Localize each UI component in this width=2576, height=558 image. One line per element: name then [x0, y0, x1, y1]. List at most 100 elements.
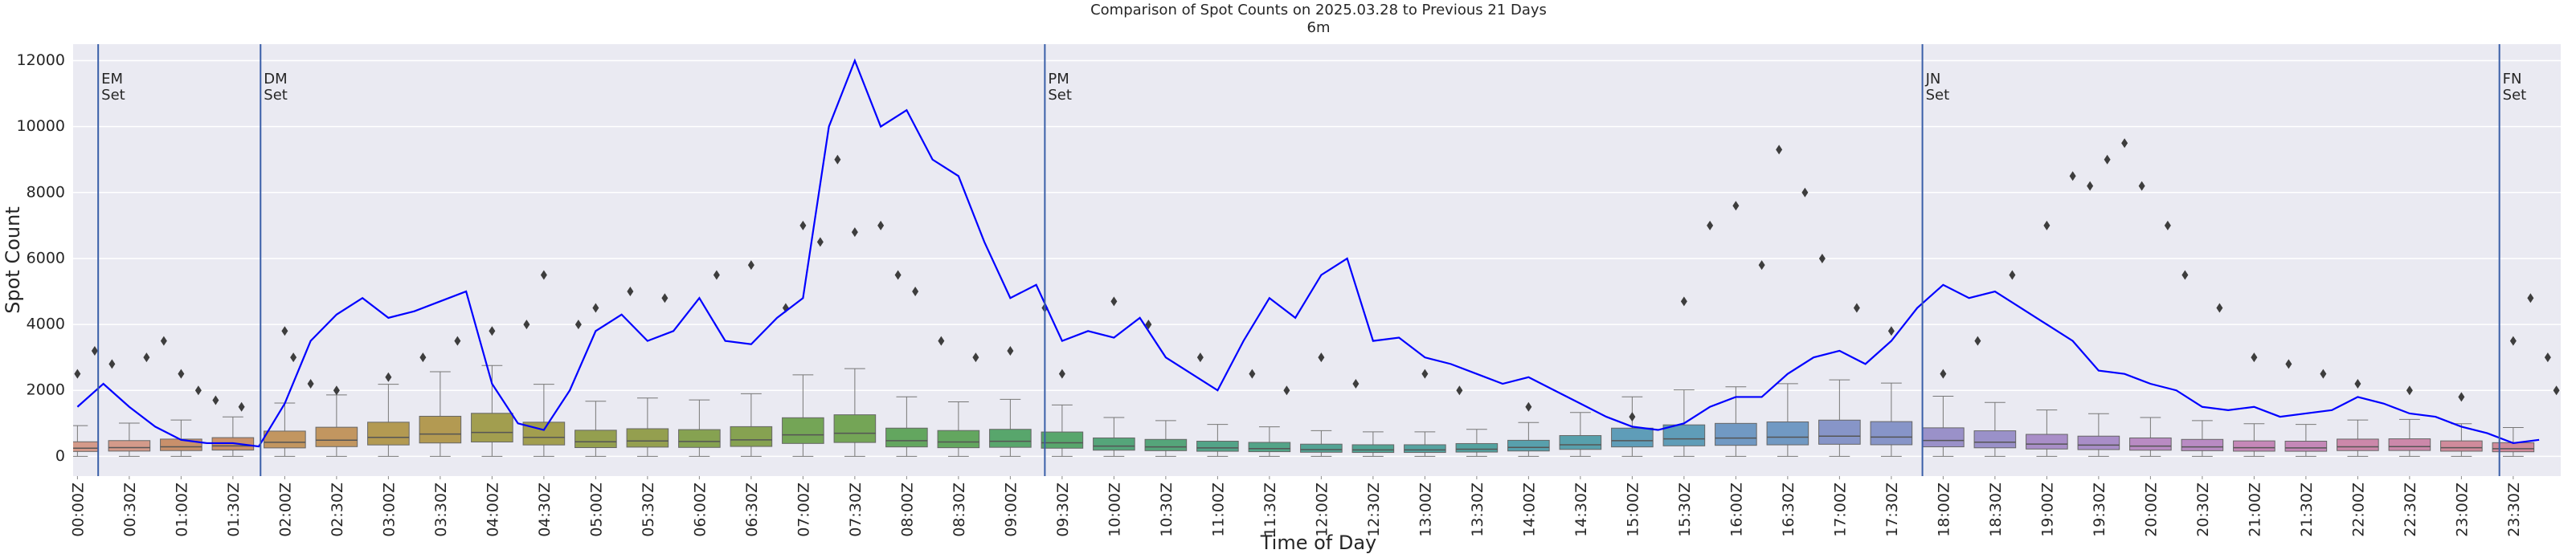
outlier	[160, 336, 167, 346]
box	[1455, 442, 1499, 453]
outlier	[454, 336, 461, 346]
outlier	[938, 336, 945, 346]
outlier	[238, 401, 245, 412]
outlier	[1525, 401, 1532, 412]
x-tick-label: 19:00Z	[2038, 483, 2056, 537]
plot-area	[73, 44, 2561, 476]
x-tick-label: 20:30Z	[2194, 483, 2212, 537]
outlier	[851, 227, 858, 238]
box	[1144, 438, 1188, 451]
outlier	[574, 320, 582, 330]
outlier	[1145, 320, 1152, 330]
box	[626, 428, 669, 448]
outlier	[972, 352, 979, 363]
outlier	[1732, 201, 1740, 211]
event-label: Set	[1926, 87, 1950, 104]
box	[574, 430, 617, 449]
outlier	[1818, 253, 1826, 263]
x-tick-label: 11:30Z	[1261, 483, 1279, 537]
outlier	[385, 372, 392, 382]
outlier	[1058, 369, 1065, 379]
x-tick-label: 18:00Z	[1935, 483, 1952, 537]
outlier	[1940, 369, 1947, 379]
outlier	[2544, 352, 2551, 363]
x-tick-label: 05:00Z	[587, 483, 605, 537]
outlier	[2009, 270, 2016, 280]
box	[2284, 441, 2328, 452]
x-tick-label: 09:30Z	[1054, 483, 1072, 537]
outlier	[2354, 379, 2361, 389]
outlier	[2320, 369, 2327, 379]
y-tick-label: 4000	[27, 316, 65, 333]
outlier	[912, 287, 919, 297]
outlier	[333, 385, 340, 396]
y-tick-label: 12000	[17, 51, 65, 69]
box	[1922, 427, 1965, 448]
event-label: PM	[1048, 71, 1069, 88]
outlier	[2406, 385, 2413, 396]
outlier	[194, 385, 202, 396]
outlier	[799, 220, 807, 230]
x-tick-label: 15:00Z	[1624, 483, 1642, 537]
outlier	[2069, 171, 2076, 181]
x-tick-label: 16:30Z	[1780, 483, 1797, 537]
x-tick-label: 04:00Z	[484, 483, 501, 537]
x-tick-label: 05:30Z	[640, 483, 657, 537]
outlier	[1249, 369, 1256, 379]
event-label: EM	[101, 71, 123, 88]
x-tick-label: 22:00Z	[2349, 483, 2367, 537]
box	[2129, 437, 2172, 451]
box	[1300, 443, 1343, 453]
box	[1404, 444, 1446, 454]
x-tick-label: 07:00Z	[795, 483, 812, 537]
box	[2388, 438, 2431, 451]
box	[1870, 421, 1913, 446]
box	[1611, 427, 1654, 448]
box	[1248, 442, 1291, 453]
outlier	[2285, 359, 2292, 369]
box	[108, 440, 151, 452]
outlier	[178, 369, 185, 379]
box	[264, 430, 306, 449]
x-tick-label: 15:30Z	[1676, 483, 1694, 537]
outlier	[523, 320, 530, 330]
outlier	[1318, 352, 1325, 363]
outlier	[592, 303, 599, 313]
outlier	[74, 369, 81, 379]
outlier	[108, 359, 116, 369]
x-tick-label: 12:30Z	[1365, 483, 1383, 537]
event-label: Set	[2503, 87, 2527, 104]
outlier	[2509, 336, 2517, 346]
outlier	[877, 220, 885, 230]
box	[937, 430, 980, 449]
event-label: JN	[1925, 71, 1941, 88]
box	[1196, 441, 1239, 452]
outlier	[2121, 138, 2128, 149]
x-tick-label: 10:00Z	[1106, 483, 1123, 537]
outlier	[419, 352, 427, 363]
outlier	[1801, 187, 1809, 198]
x-tick-label: 02:30Z	[329, 483, 346, 537]
x-axis-title: Time of Day	[1260, 532, 1377, 554]
box	[1351, 444, 1395, 454]
x-tick-label: 17:30Z	[1883, 483, 1901, 537]
outlier	[1283, 385, 1290, 396]
x-tick-label: 14:30Z	[1572, 483, 1590, 537]
outlier	[1680, 296, 1687, 307]
outlier	[2104, 154, 2111, 165]
outlier	[1421, 369, 1429, 379]
x-tick-label: 00:30Z	[121, 483, 139, 537]
x-tick-label: 13:30Z	[1469, 483, 1486, 537]
outlier	[1352, 379, 1360, 389]
outlier	[2553, 385, 2560, 396]
outlier	[2181, 270, 2189, 280]
x-tick-label: 09:00Z	[1002, 483, 1020, 537]
y-tick-label: 2000	[27, 381, 65, 399]
outlier	[2087, 181, 2094, 191]
box	[2077, 435, 2120, 450]
chart-subtitle: 6m	[1307, 19, 1331, 36]
outlier	[1196, 352, 1204, 363]
box	[2181, 438, 2224, 451]
